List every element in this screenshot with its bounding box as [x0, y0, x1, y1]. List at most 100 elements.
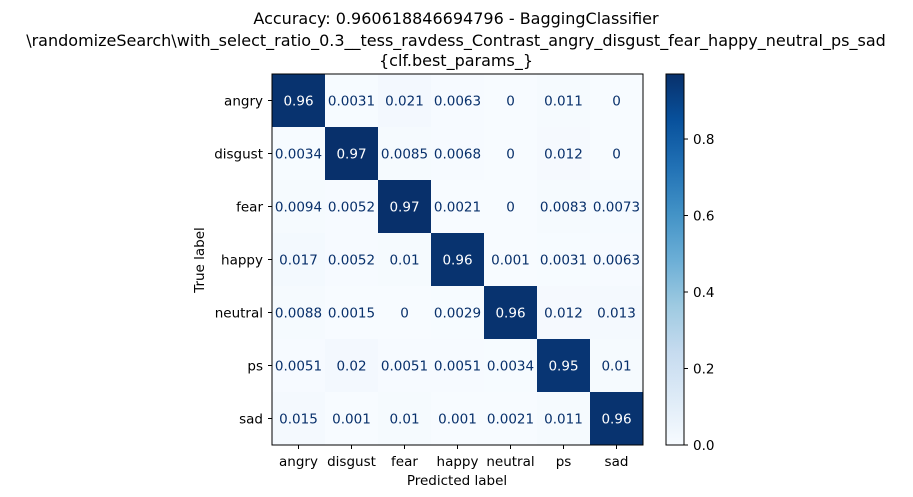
cell-value-label: 0.0031: [328, 94, 375, 110]
heatmap-cell: [431, 180, 485, 234]
heatmap-cell: [537, 392, 591, 446]
x-tick-label: angry: [279, 454, 318, 470]
heatmap-cell: [325, 339, 379, 393]
y-tick-label: neutral: [215, 306, 263, 322]
heatmap-cell: [325, 74, 379, 128]
cell-value-label: 0.0094: [275, 200, 322, 216]
x-axis-ticks: angry disgust fear happy neutral ps sad: [279, 445, 628, 470]
heatmap-cell: [378, 339, 432, 393]
cell-value-label: 0.0052: [328, 200, 375, 216]
heatmap-cell: [325, 127, 379, 181]
x-tick-label: disgust: [327, 454, 376, 470]
heatmap-cell: [431, 74, 485, 128]
heatmap-cell: [537, 233, 591, 287]
cell-value-label: 0.0085: [381, 147, 428, 163]
cell-value-label: 0.0051: [381, 359, 428, 375]
heatmap-cell: [378, 74, 432, 128]
cell-value-label: 0.015: [279, 412, 318, 428]
heatmap-cell: [484, 74, 538, 128]
heatmap-cell: [431, 286, 485, 340]
cell-value-label: 0.0052: [328, 253, 375, 269]
cell-value-label: 0.001: [491, 253, 530, 269]
heatmap-cell: [537, 286, 591, 340]
y-tick-label: ps: [247, 359, 263, 375]
colorbar-tick-label: 0.4: [693, 285, 714, 301]
colorbar-tick-label: 0.0: [693, 438, 714, 454]
heatmap-cell: [590, 339, 644, 393]
cell-value-label: 0.0051: [434, 359, 481, 375]
colorbar-tick-label: 0.2: [693, 362, 714, 378]
heatmap-cell: [431, 127, 485, 181]
heatmap-cell: [590, 127, 644, 181]
heatmap-cell: [590, 392, 644, 446]
heatmap-cell: [590, 233, 644, 287]
chart-title: Accuracy: 0.960618846694796 - BaggingCla…: [26, 9, 886, 71]
cell-value-label: 0.0021: [487, 412, 534, 428]
heatmap-cell: [325, 180, 379, 234]
heatmap-cell: [378, 286, 432, 340]
cell-value-label: 0: [506, 200, 515, 216]
heatmap-cell: [590, 180, 644, 234]
cell-value-label: 0.011: [544, 94, 583, 110]
heatmap-cell: [484, 180, 538, 234]
y-axis-ticks: angry disgust fear happy neutral ps sad: [214, 94, 272, 428]
heatmap-cell: [484, 233, 538, 287]
colorbar-tick-label: 0.6: [693, 209, 714, 225]
cell-value-label: 0.0068: [434, 147, 481, 163]
cell-value-label: 0.96: [283, 94, 313, 110]
cell-value-label: 0.001: [438, 412, 477, 428]
x-tick-label: sad: [605, 454, 629, 470]
heatmap-cell: [537, 339, 591, 393]
cell-value-label: 0.012: [544, 147, 583, 163]
x-tick-label: neutral: [486, 454, 534, 470]
x-tick-label: fear: [391, 454, 418, 470]
heatmap-cell: [484, 392, 538, 446]
y-axis-label: True label: [192, 227, 208, 294]
y-tick-label: angry: [224, 94, 263, 110]
cell-value-label: 0.0031: [540, 253, 587, 269]
heatmap-cell: [272, 127, 326, 181]
colorbar: [665, 73, 685, 446]
cell-value-label: 0.001: [332, 412, 371, 428]
x-axis-label: Predicted label: [407, 473, 507, 489]
cell-value-label: 0: [612, 147, 621, 163]
cell-value-label: 0.01: [601, 359, 631, 375]
colorbar-ticks: 0.0 0.2 0.4 0.6 0.8: [684, 132, 714, 454]
x-tick-label: ps: [556, 454, 572, 470]
cell-value-label: 0.0029: [434, 306, 481, 322]
cell-value-label: 0.97: [336, 147, 366, 163]
heatmap-cell: [272, 74, 326, 128]
heatmap-cell: [272, 339, 326, 393]
cell-value-label: 0: [612, 94, 621, 110]
heatmap-cell: [431, 339, 485, 393]
heatmap-cell: [378, 127, 432, 181]
cell-value-label: 0.021: [385, 94, 424, 110]
cell-value-label: 0.01: [389, 253, 419, 269]
heatmap-cell: [431, 392, 485, 446]
y-tick-label: happy: [221, 253, 263, 269]
cell-value-label: 0: [506, 94, 515, 110]
cell-value-label: 0.96: [442, 253, 472, 269]
heatmap-cell: [431, 233, 485, 287]
cell-value-label: 0.0051: [275, 359, 322, 375]
heatmap-cell: [272, 233, 326, 287]
y-tick-label: disgust: [214, 147, 263, 163]
heatmap-cell: [537, 127, 591, 181]
heatmap-cell: [590, 74, 644, 128]
cell-value-label: 0.0063: [434, 94, 481, 110]
heatmap-cell: [590, 286, 644, 340]
cell-value-label: 0.01: [389, 412, 419, 428]
heatmap-cell: [378, 180, 432, 234]
heatmap-cell: [484, 127, 538, 181]
heatmap-cell: [272, 286, 326, 340]
cell-value-label: 0.0083: [540, 200, 587, 216]
cell-value-label: 0.013: [597, 306, 636, 322]
cell-value-label: 0.0088: [275, 306, 322, 322]
heatmap-cell: [537, 74, 591, 128]
heatmap-cell: [325, 286, 379, 340]
cell-value-label: 0.96: [495, 306, 525, 322]
heatmap-cell: [537, 180, 591, 234]
cell-value-label: 0: [400, 306, 409, 322]
cell-value-label: 0.0073: [593, 200, 640, 216]
